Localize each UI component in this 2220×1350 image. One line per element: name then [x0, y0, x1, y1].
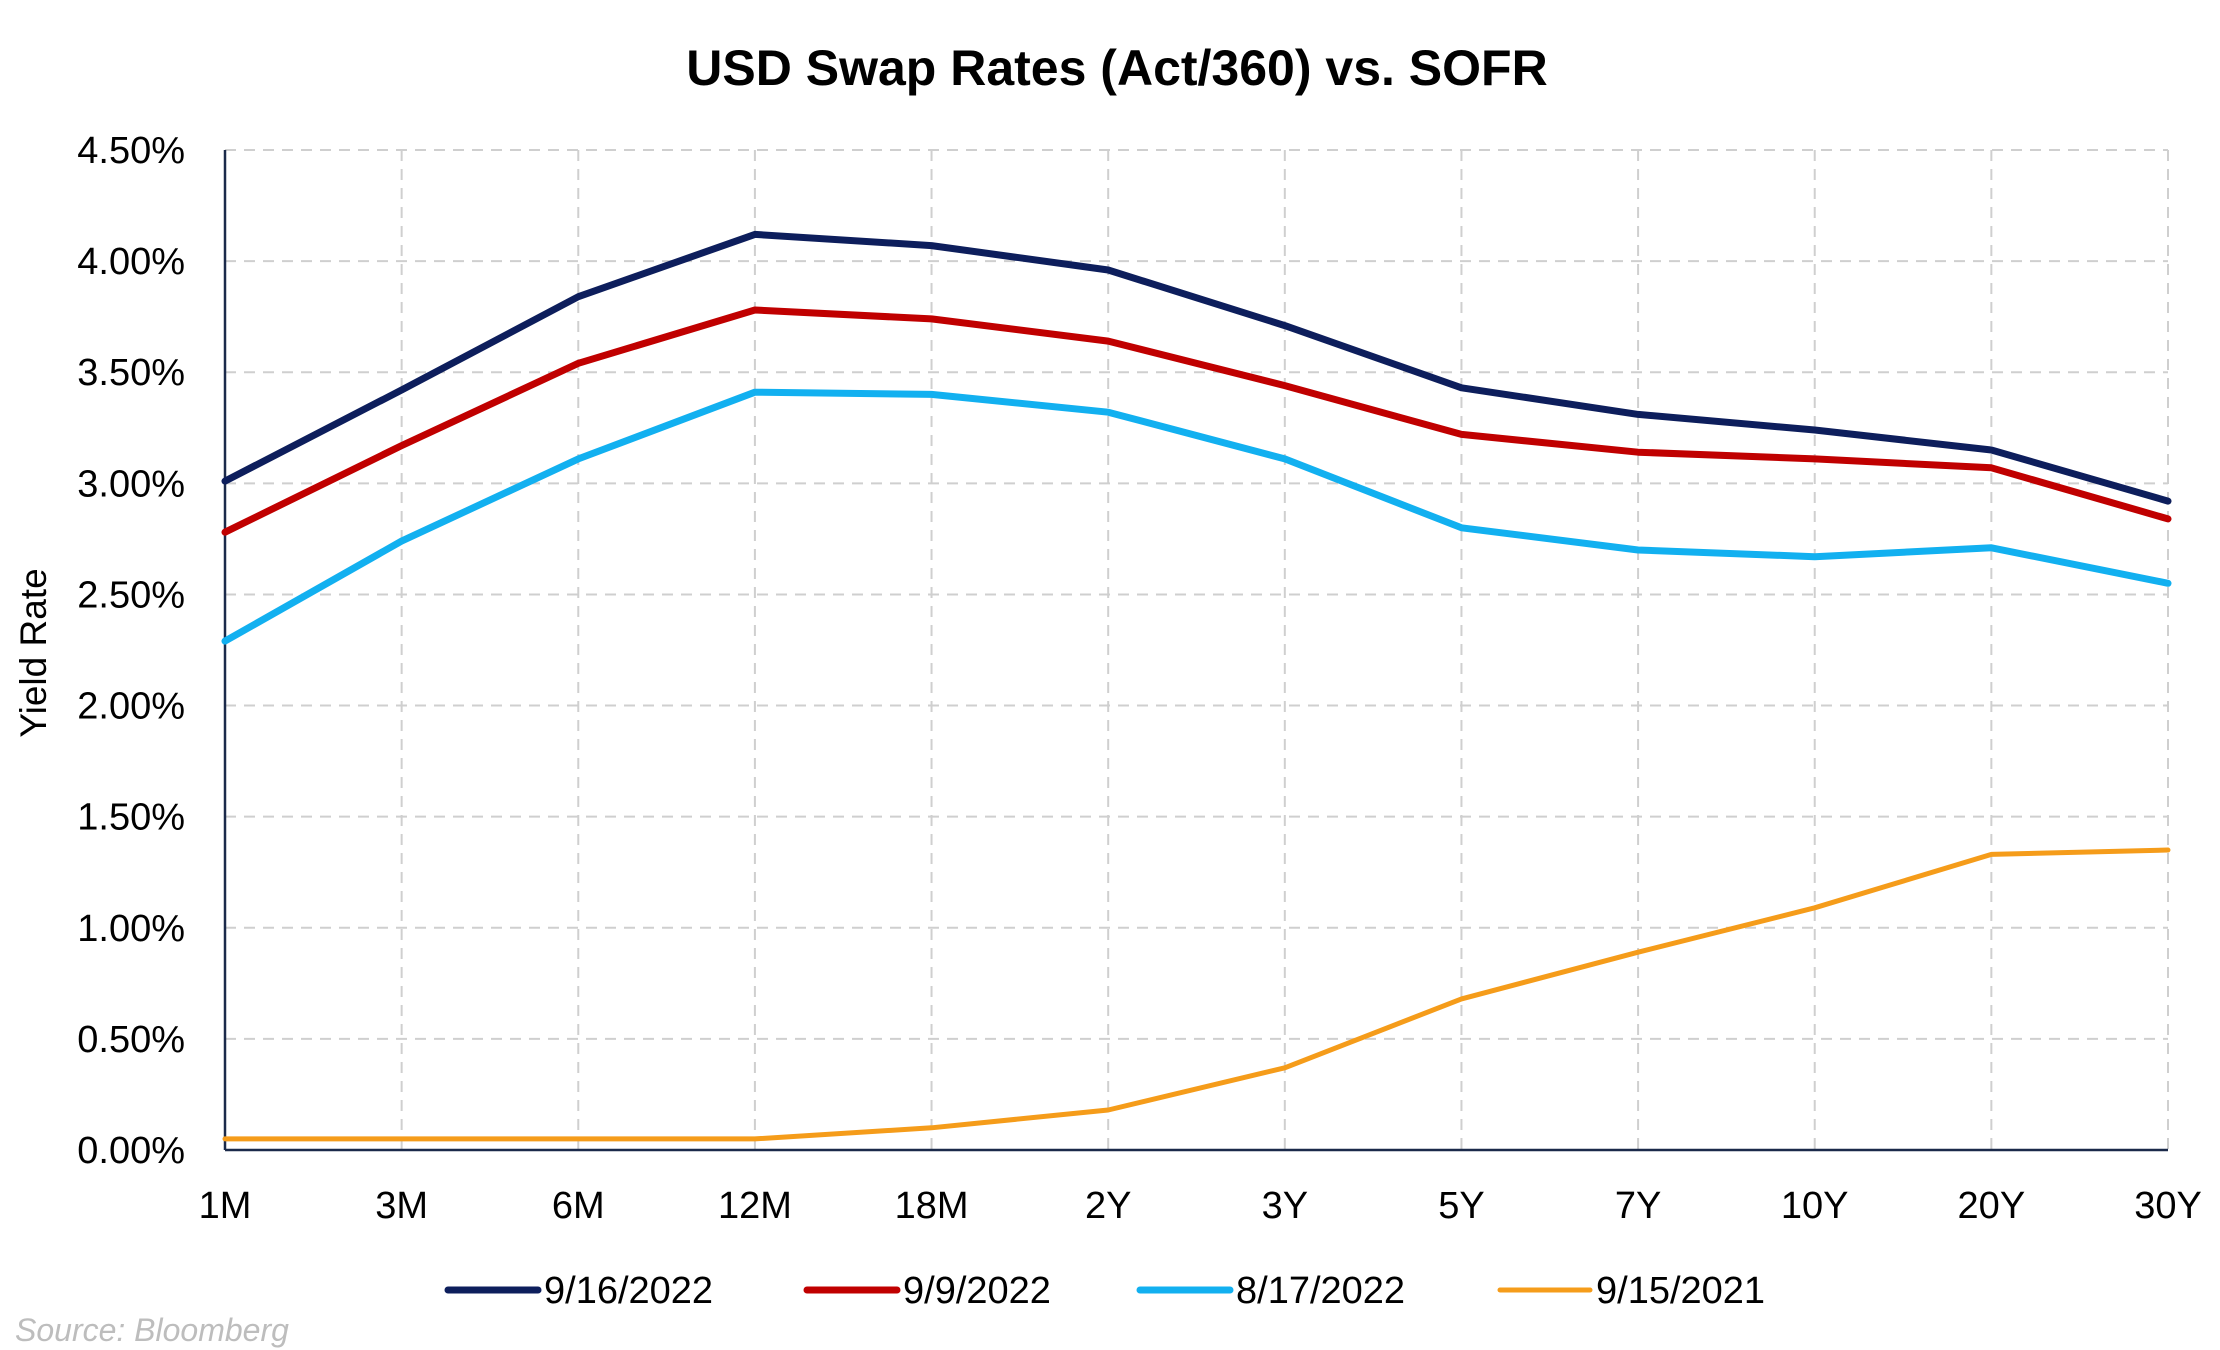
x-tick-label: 1M: [199, 1185, 252, 1227]
y-tick-label: 0.00%: [77, 1130, 185, 1172]
x-tick-label: 2Y: [1085, 1185, 1131, 1227]
x-tick-label: 12M: [718, 1185, 792, 1227]
x-tick-label: 18M: [895, 1185, 969, 1227]
x-tick-labels: 1M 3M 6M 12M 18M 2Y 3Y 5Y 7Y 10Y 20Y 30Y: [199, 1185, 2202, 1227]
y-tick-label: 4.00%: [77, 241, 185, 283]
x-tick-label: 3Y: [1262, 1185, 1308, 1227]
legend-label: 9/15/2021: [1596, 1270, 1765, 1312]
series-line-9-15-2021: [222, 847, 2171, 1142]
series-line-9-16-2022: [221, 230, 2172, 505]
y-tick-label: 2.50%: [77, 574, 185, 616]
y-tick-label: 1.50%: [77, 797, 185, 839]
x-tick-label: 6M: [552, 1185, 605, 1227]
x-tick-label: 3M: [375, 1185, 428, 1227]
series-line-8-17-2022: [221, 388, 2172, 645]
series-line-9-9-2022: [221, 306, 2172, 536]
x-tick-label: 7Y: [1615, 1185, 1661, 1227]
y-tick-label: 3.50%: [77, 352, 185, 394]
x-tick-label: 20Y: [1958, 1185, 2026, 1227]
y-tick-labels: 0.00% 0.50% 1.00% 1.50% 2.00% 2.50% 3.00% 3.50%…: [77, 130, 185, 1172]
x-tick-label: 5Y: [1438, 1185, 1484, 1227]
x-tick-label: 30Y: [2134, 1185, 2202, 1227]
legend-label: 8/17/2022: [1236, 1270, 1405, 1312]
y-tick-label: 1.00%: [77, 908, 185, 950]
series-lines: [221, 230, 2172, 1142]
y-tick-label: 3.00%: [77, 463, 185, 505]
grid: [225, 149, 2169, 1150]
x-tick-label: 10Y: [1781, 1185, 1849, 1227]
legend: 9/16/2022 9/9/2022 8/17/2022 9/15/2021: [444, 1270, 1765, 1312]
legend-label: 9/16/2022: [544, 1270, 713, 1312]
y-axis-label: Yield Rate: [13, 568, 54, 737]
y-tick-label: 2.00%: [77, 686, 185, 728]
source-note: Source: Bloomberg: [15, 1312, 289, 1348]
y-tick-label: 0.50%: [77, 1019, 185, 1061]
axes: [223, 150, 2168, 1152]
y-tick-label: 4.50%: [77, 130, 185, 172]
chart-title: USD Swap Rates (Act/360) vs. SOFR: [686, 40, 1547, 96]
legend-label: 9/9/2022: [903, 1270, 1051, 1312]
